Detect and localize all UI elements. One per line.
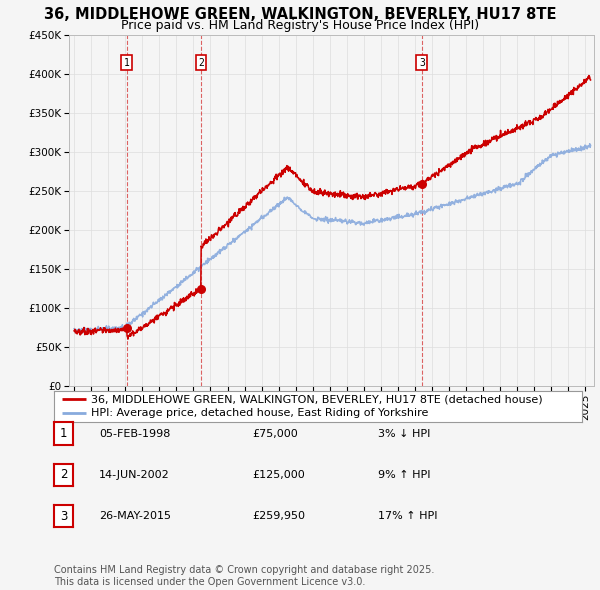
- Text: £75,000: £75,000: [252, 429, 298, 438]
- Text: 2: 2: [60, 468, 67, 481]
- Text: 1: 1: [60, 427, 67, 440]
- Text: 14-JUN-2002: 14-JUN-2002: [99, 470, 170, 480]
- Text: 17% ↑ HPI: 17% ↑ HPI: [378, 512, 437, 521]
- Text: 05-FEB-1998: 05-FEB-1998: [99, 429, 170, 438]
- Text: Price paid vs. HM Land Registry's House Price Index (HPI): Price paid vs. HM Land Registry's House …: [121, 19, 479, 32]
- Text: 1: 1: [124, 58, 130, 68]
- Text: HPI: Average price, detached house, East Riding of Yorkshire: HPI: Average price, detached house, East…: [91, 408, 428, 418]
- Text: £125,000: £125,000: [252, 470, 305, 480]
- Text: Contains HM Land Registry data © Crown copyright and database right 2025.
This d: Contains HM Land Registry data © Crown c…: [54, 565, 434, 587]
- Text: 9% ↑ HPI: 9% ↑ HPI: [378, 470, 431, 480]
- Text: 26-MAY-2015: 26-MAY-2015: [99, 512, 171, 521]
- Text: 3: 3: [419, 58, 425, 68]
- Text: 2: 2: [198, 58, 204, 68]
- Text: 3: 3: [60, 510, 67, 523]
- Text: £259,950: £259,950: [252, 512, 305, 521]
- Text: 36, MIDDLEHOWE GREEN, WALKINGTON, BEVERLEY, HU17 8TE: 36, MIDDLEHOWE GREEN, WALKINGTON, BEVERL…: [44, 7, 556, 22]
- Text: 3% ↓ HPI: 3% ↓ HPI: [378, 429, 430, 438]
- Text: 36, MIDDLEHOWE GREEN, WALKINGTON, BEVERLEY, HU17 8TE (detached house): 36, MIDDLEHOWE GREEN, WALKINGTON, BEVERL…: [91, 394, 542, 404]
